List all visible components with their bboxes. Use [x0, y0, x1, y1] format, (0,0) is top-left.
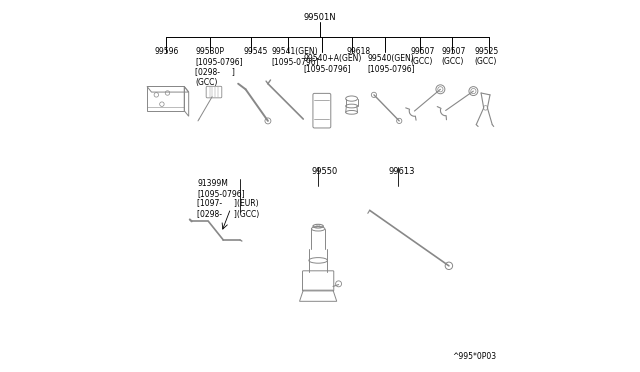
Text: 99618: 99618 — [346, 46, 370, 55]
Text: 99550: 99550 — [312, 167, 338, 176]
Text: 99501N: 99501N — [304, 13, 336, 22]
Text: ^995*0P03: ^995*0P03 — [452, 352, 497, 361]
Text: 99507
(GCC): 99507 (GCC) — [410, 46, 435, 66]
Text: 91399M
[1095-0796]
[1097-     ](EUR)
[0298-     ](GCC): 91399M [1095-0796] [1097- ](EUR) [0298- … — [197, 179, 259, 219]
Text: 99596: 99596 — [154, 46, 179, 55]
Text: 99507
(GCC): 99507 (GCC) — [441, 46, 466, 66]
Text: 99541(GEN)
[1095-0796]: 99541(GEN) [1095-0796] — [271, 46, 319, 66]
Text: 99540+A(GEN)
[1095-0796]: 99540+A(GEN) [1095-0796] — [303, 54, 362, 73]
Text: 99613: 99613 — [389, 167, 415, 176]
Text: 99545: 99545 — [244, 46, 268, 55]
Text: 99540(GEN)
[1095-0796]: 99540(GEN) [1095-0796] — [367, 54, 415, 73]
Text: 99525
(GCC): 99525 (GCC) — [475, 46, 499, 66]
Text: 99530P
[1095-0796]
[0298-     ]
(GCC): 99530P [1095-0796] [0298- ] (GCC) — [195, 46, 243, 87]
